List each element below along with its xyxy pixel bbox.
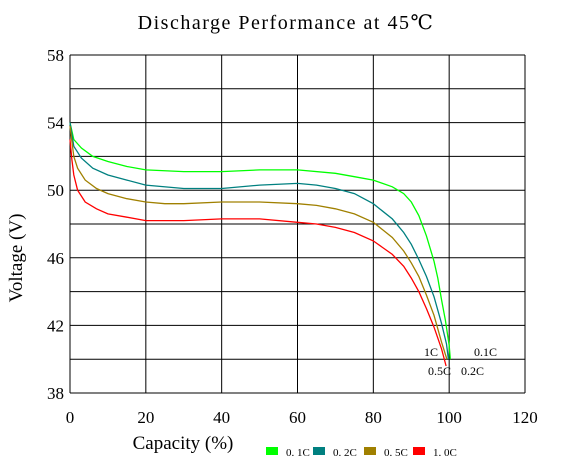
- x-tick-label: 20: [137, 408, 154, 427]
- legend-swatch-0-1c: [266, 447, 278, 455]
- legend-label-0-1c: 0. 1C: [286, 447, 310, 459]
- end-labels: 1C 0.1C 0.5C 0.2C: [424, 345, 497, 378]
- legend-swatch-0-5c: [364, 447, 376, 455]
- y-tick-label: 42: [47, 316, 64, 335]
- chart-title: Discharge Performance at 45℃: [138, 12, 435, 34]
- y-axis-label: Voltage (V): [6, 214, 27, 303]
- x-tick-label: 120: [512, 408, 538, 427]
- annotation-1c: 1C: [424, 345, 438, 359]
- series-line-0-1c: [69, 122, 451, 360]
- annotation-0-2c: 0.2C: [461, 364, 484, 378]
- annotation-0-5c: 0.5C: [428, 364, 451, 378]
- legend-swatch-0-2c: [313, 447, 325, 455]
- x-tick-label: 60: [289, 408, 306, 427]
- grid: [69, 54, 526, 394]
- tick-labels: 0 20 40 60 80 100 120 38 42 46 50 54 58: [47, 46, 538, 427]
- x-tick-label: 100: [436, 408, 462, 427]
- x-tick-label: 80: [365, 408, 382, 427]
- series-line-0-5c: [69, 125, 448, 360]
- y-tick-label: 58: [47, 46, 64, 65]
- legend: 0. 1C 0. 2C 0. 5C 1. 0C: [266, 447, 457, 459]
- y-tick-label: 54: [47, 114, 65, 133]
- series: [69, 122, 451, 367]
- series-line-1-0c: [69, 139, 447, 367]
- legend-swatch-1-0c: [413, 447, 425, 455]
- y-tick-label: 50: [47, 181, 64, 200]
- legend-label-1-0c: 1. 0C: [433, 447, 457, 459]
- x-tick-label: 40: [213, 408, 230, 427]
- series-line-0-2c: [69, 122, 450, 360]
- annotation-0-1c: 0.1C: [474, 345, 497, 359]
- x-axis-label: Capacity (%): [133, 433, 234, 454]
- x-tick-label: 0: [66, 408, 75, 427]
- y-tick-label: 46: [47, 249, 64, 268]
- legend-label-0-2c: 0. 2C: [333, 447, 357, 459]
- y-tick-label: 38: [47, 384, 64, 403]
- legend-label-0-5c: 0. 5C: [384, 447, 408, 459]
